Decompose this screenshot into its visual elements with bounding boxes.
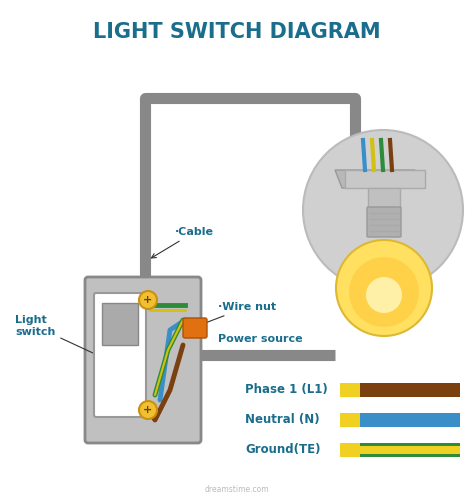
Bar (340, 383, 360, 397)
Text: ·Wire nut: ·Wire nut (196, 302, 276, 327)
Text: Neutral (N): Neutral (N) (245, 414, 319, 426)
Text: Power source: Power source (218, 334, 302, 344)
FancyBboxPatch shape (367, 207, 401, 237)
FancyBboxPatch shape (183, 318, 207, 338)
Text: +: + (143, 405, 153, 415)
Bar (360, 446, 460, 454)
FancyBboxPatch shape (85, 277, 201, 443)
Circle shape (366, 277, 402, 313)
Circle shape (139, 401, 157, 419)
Circle shape (139, 291, 157, 309)
Bar (102, 303, 138, 345)
Text: dreamstime.com: dreamstime.com (205, 486, 269, 494)
FancyBboxPatch shape (94, 293, 146, 417)
Bar (360, 413, 460, 427)
Bar (340, 413, 360, 427)
Circle shape (303, 130, 463, 290)
Bar (340, 443, 360, 457)
Bar (345, 170, 425, 188)
Circle shape (336, 240, 432, 336)
Circle shape (349, 257, 419, 327)
Text: ·Cable: ·Cable (152, 227, 214, 258)
Polygon shape (335, 170, 415, 188)
Bar (360, 383, 460, 397)
Text: Light
switch: Light switch (15, 316, 104, 358)
Text: LIGHT SWITCH DIAGRAM: LIGHT SWITCH DIAGRAM (93, 22, 381, 42)
Text: +: + (143, 295, 153, 305)
Bar (368, 188, 400, 208)
Text: Ground(TE): Ground(TE) (245, 444, 320, 456)
Bar (360, 443, 460, 457)
Text: Phase 1 (L1): Phase 1 (L1) (245, 384, 328, 396)
